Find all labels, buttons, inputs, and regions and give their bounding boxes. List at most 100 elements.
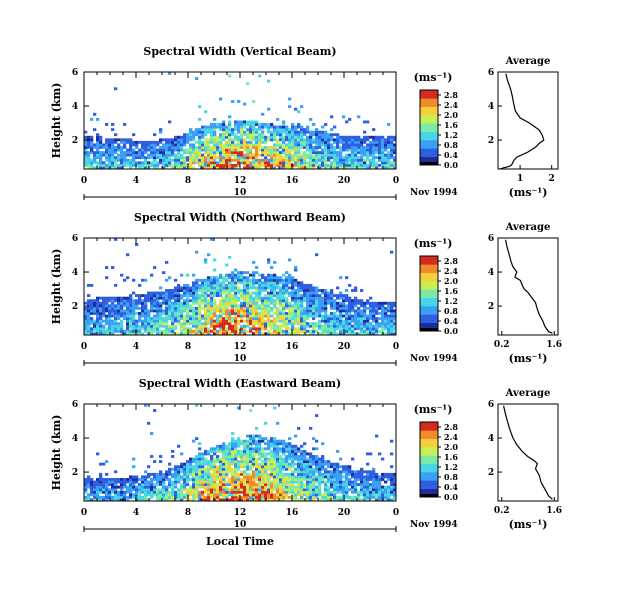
heatmap-cell	[243, 301, 247, 305]
heatmap-cell	[249, 314, 253, 318]
heatmap-cell	[87, 317, 91, 320]
heatmap-cell	[195, 472, 199, 476]
heatmap-cell	[306, 306, 310, 310]
heatmap-cell	[105, 163, 109, 167]
heatmap-cell	[300, 128, 304, 132]
heatmap-cell	[354, 301, 358, 305]
heatmap-cell	[243, 123, 247, 126]
heatmap-cell	[345, 306, 349, 310]
heatmap-cell	[201, 286, 205, 290]
heatmap-cell	[360, 289, 364, 292]
heatmap-cell	[135, 490, 139, 494]
heatmap-cell	[222, 490, 226, 494]
heatmap-cell	[309, 457, 313, 461]
heatmap-cell	[291, 447, 295, 451]
heatmap-cell	[171, 301, 175, 305]
heatmap-cell	[168, 309, 172, 313]
heatmap-cell	[93, 495, 97, 499]
heatmap-cell	[216, 488, 220, 492]
heatmap-cell	[222, 483, 226, 486]
heatmap-cell	[249, 273, 253, 277]
heatmap-cell	[120, 314, 124, 318]
heatmap-cell	[207, 125, 211, 129]
heatmap-cell	[264, 447, 268, 451]
heatmap-cell	[324, 462, 328, 466]
heatmap-cell	[243, 296, 247, 300]
heatmap-cell	[105, 488, 109, 492]
heatmap-cell	[294, 143, 298, 147]
heatmap-cell	[282, 314, 286, 318]
heatmap-cell	[333, 467, 337, 471]
heatmap-cell	[300, 140, 304, 144]
heatmap-cell	[327, 480, 331, 484]
heatmap-cell	[180, 314, 184, 318]
heatmap-cell	[291, 158, 295, 162]
heatmap-cell	[156, 480, 160, 484]
heatmap-cell	[147, 163, 151, 167]
heatmap-cell	[126, 148, 130, 152]
heatmap-cell	[378, 475, 382, 479]
heatmap-cell	[165, 309, 169, 313]
heatmap-cell	[255, 434, 259, 438]
heatmap-cell	[192, 286, 196, 290]
heatmap-cell	[276, 462, 280, 466]
heatmap-cell	[297, 426, 301, 430]
heatmap-cell	[297, 125, 301, 129]
heatmap-cell	[231, 163, 235, 167]
heatmap-cell	[237, 146, 241, 149]
heatmap-cell	[225, 301, 229, 305]
heatmap-cell	[318, 301, 322, 305]
heatmap-cell	[132, 161, 136, 165]
heatmap-cell	[237, 444, 241, 448]
heatmap-cell	[258, 498, 262, 502]
heatmap-cell	[387, 306, 391, 310]
heatmap-cell	[213, 332, 217, 336]
heatmap-cell	[234, 146, 238, 149]
heatmap-cell	[156, 291, 160, 295]
heatmap-cell	[132, 306, 136, 310]
heatmap-cell	[375, 306, 379, 310]
heatmap-cell	[327, 314, 331, 318]
heatmap-cell	[252, 276, 256, 280]
heatmap-cell	[114, 314, 118, 318]
heatmap-cell	[237, 452, 241, 456]
heatmap-cell	[336, 322, 340, 326]
heatmap-cell	[132, 495, 136, 499]
heatmap-cell	[363, 120, 367, 124]
heatmap-cell	[222, 495, 226, 499]
colorbar-swatch	[420, 115, 438, 124]
heatmap-cell	[309, 130, 313, 134]
heatmap-cell	[339, 276, 343, 280]
heatmap-cell	[285, 278, 289, 282]
heatmap-cell	[186, 296, 190, 300]
heatmap-cell	[93, 112, 97, 116]
heatmap-cell	[135, 294, 139, 298]
heatmap-cell	[171, 495, 175, 499]
heatmap-cell	[315, 312, 319, 315]
heatmap-cell	[270, 123, 274, 126]
heatmap-cell	[249, 495, 253, 499]
heatmap-cell	[111, 478, 115, 481]
heatmap-cell	[111, 128, 115, 132]
heatmap-cell	[312, 490, 316, 494]
heatmap-cell	[330, 151, 334, 154]
heatmap-cell	[87, 332, 91, 336]
heatmap-cell	[258, 434, 262, 438]
heatmap-cell	[276, 314, 280, 318]
heatmap-cell	[96, 495, 100, 499]
heatmap-cell	[240, 130, 244, 134]
heatmap-cell	[327, 478, 331, 481]
heatmap-cell	[207, 485, 211, 489]
heatmap-cell	[255, 460, 259, 464]
heatmap-cell	[219, 467, 223, 471]
heatmap-cell	[345, 465, 349, 469]
heatmap-cell	[237, 304, 241, 308]
heatmap-cell	[318, 470, 322, 474]
heatmap-cell	[159, 146, 163, 149]
heatmap-cell	[171, 294, 175, 298]
heatmap-cell	[339, 465, 343, 469]
heatmap-cell	[237, 449, 241, 453]
heatmap-cell	[336, 490, 340, 494]
heatmap-cell	[264, 327, 268, 331]
heatmap-cell	[180, 140, 184, 144]
